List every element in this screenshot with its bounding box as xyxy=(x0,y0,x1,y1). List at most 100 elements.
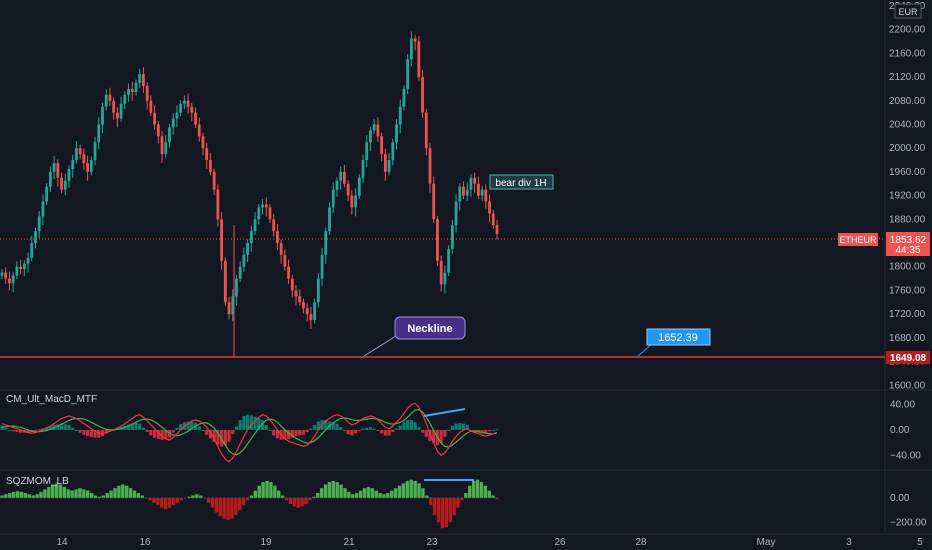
squeeze-dot xyxy=(129,497,132,499)
squeeze-dot xyxy=(301,497,303,499)
target-label: 1652.39 xyxy=(658,332,698,344)
candle-body xyxy=(491,213,495,226)
macd-divergence-line[interactable] xyxy=(423,408,466,417)
target-callout[interactable]: 1652.39 xyxy=(637,328,711,357)
candle-body xyxy=(201,136,205,149)
macd-axis[interactable]: 40.00 0.00 −40.00 xyxy=(890,400,921,462)
squeeze-dot xyxy=(157,497,159,499)
squeeze-dot xyxy=(250,497,253,499)
squeeze-tick-label: 0.00 xyxy=(890,493,910,504)
macd-histogram-bar xyxy=(290,429,294,438)
macd-histogram-bar xyxy=(301,429,306,435)
macd-histogram-bar xyxy=(156,429,160,439)
squeeze-dot xyxy=(203,497,206,499)
macd-histogram-bar xyxy=(175,427,179,430)
macd-histogram-bar xyxy=(145,429,149,433)
time-tick-label: 5 xyxy=(917,537,923,548)
macd-histogram-bar xyxy=(171,429,175,433)
macd-histogram-bar xyxy=(305,429,309,433)
macd-histogram-bar xyxy=(458,422,462,430)
macd-histogram-bar xyxy=(160,429,164,440)
macd-histogram-bar xyxy=(398,425,402,430)
squeeze-dot xyxy=(262,497,264,499)
candle-body xyxy=(63,180,67,190)
squeeze-dot xyxy=(231,497,233,499)
macd-histogram-bar xyxy=(249,415,253,430)
squeeze-dot xyxy=(12,497,15,499)
squeeze-dot xyxy=(449,497,452,499)
price-axis[interactable]: 1600.001640.001680.001720.001760.001800.… xyxy=(889,1,926,391)
squeeze-dot xyxy=(410,497,413,499)
candle-body xyxy=(391,142,395,161)
candle-body xyxy=(283,254,287,267)
candle-body xyxy=(78,148,82,155)
macd-histogram-bar xyxy=(417,427,421,430)
macd-histogram-bar xyxy=(316,421,320,430)
macd-histogram-bar xyxy=(212,429,216,442)
squeeze-pane xyxy=(0,479,499,529)
candle-body xyxy=(168,127,171,143)
macd-histogram-bar xyxy=(491,429,495,431)
candle-body xyxy=(264,204,268,208)
candle-body xyxy=(302,302,305,309)
macd-histogram-bar xyxy=(391,429,395,433)
macd-histogram-bar xyxy=(37,429,41,431)
squeeze-dot xyxy=(402,497,405,499)
macd-histogram-bar xyxy=(56,424,60,430)
squeeze-dot xyxy=(328,497,331,499)
price-tick-label: 1680.00 xyxy=(889,333,926,344)
macd-histogram-bar xyxy=(342,429,347,431)
price-tick-label: 2120.00 xyxy=(889,72,926,83)
macd-histogram-bar xyxy=(242,415,246,430)
squeeze-dot xyxy=(266,497,268,499)
macd-histogram-bar xyxy=(350,429,354,436)
price-tick-label: 2000.00 xyxy=(889,143,926,154)
squeeze-dot xyxy=(351,497,354,499)
time-axis[interactable]: 14 16 19 21 23 26 28 May 3 5 xyxy=(56,537,923,548)
macd-histogram-bar xyxy=(179,424,183,430)
macd-histogram-bar xyxy=(298,429,302,436)
candle-body xyxy=(104,94,108,107)
squeeze-dot xyxy=(223,497,225,499)
squeeze-axis[interactable]: 0.00 −200.00 xyxy=(890,493,927,528)
price-tick-label: 1880.00 xyxy=(889,214,926,225)
candle-body xyxy=(26,257,30,264)
squeeze-dot xyxy=(383,497,385,499)
squeeze-dot xyxy=(133,497,136,499)
time-tick-label: 26 xyxy=(554,537,566,548)
candle-body xyxy=(279,243,283,255)
candle-body xyxy=(97,124,101,143)
neckline-callout[interactable]: Neckline xyxy=(363,316,466,357)
squeeze-dot xyxy=(429,497,432,499)
candle-body xyxy=(476,183,480,196)
divergence-callout[interactable]: bear div 1H xyxy=(489,174,554,190)
squeeze-dot xyxy=(40,497,42,499)
candle-body xyxy=(272,219,276,232)
support-value: 1649.08 xyxy=(890,353,927,364)
candle-body xyxy=(67,168,71,181)
candle-body xyxy=(19,266,23,270)
macd-indicator-title[interactable]: CM_Ult_MacD_MTF xyxy=(6,394,98,405)
candle-body xyxy=(316,278,320,303)
squeeze-dot xyxy=(344,497,346,499)
candle-body xyxy=(465,189,469,196)
price-tick-label: 1960.00 xyxy=(889,167,926,178)
squeeze-dot xyxy=(480,497,483,499)
candle-body xyxy=(331,189,335,208)
candle-body xyxy=(488,201,491,214)
squeeze-dot xyxy=(379,497,381,499)
squeeze-dot xyxy=(461,497,463,499)
candle-body xyxy=(160,136,164,155)
squeeze-indicator-title[interactable]: SQZMOM_LB xyxy=(6,476,69,487)
macd-histogram-bar xyxy=(141,427,146,430)
squeeze-dot xyxy=(348,497,350,499)
price-tick-label: 1760.00 xyxy=(889,285,926,296)
currency-badge[interactable] xyxy=(894,3,922,19)
macd-histogram-bar xyxy=(283,429,287,440)
macd-histogram-bar xyxy=(190,421,194,430)
squeeze-dot xyxy=(285,497,288,499)
squeeze-dot xyxy=(36,497,38,499)
squeeze-dot xyxy=(309,497,311,499)
candle-body xyxy=(205,148,209,161)
